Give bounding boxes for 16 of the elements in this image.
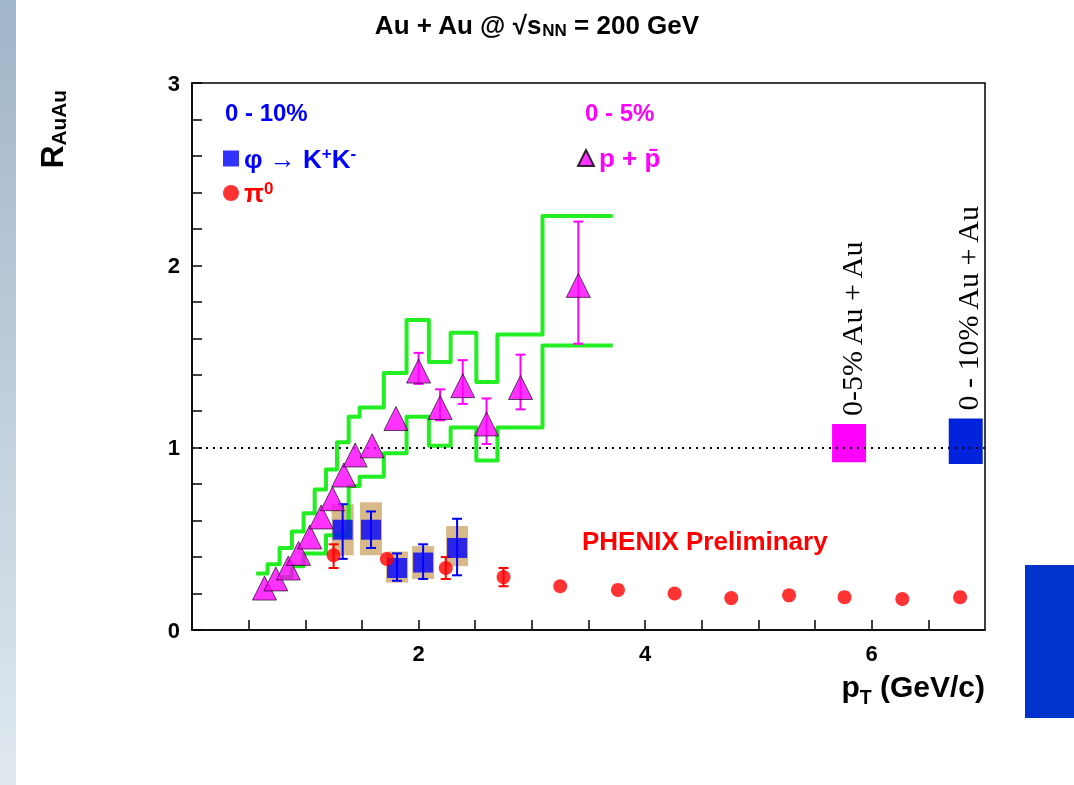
chart-title: Au + Au @ √sNN = 200 GeV (374, 10, 700, 40)
y-tick-label: 2 (167, 252, 180, 278)
x-tick-label: 2 (412, 640, 425, 666)
annotation: 0 - 5% (585, 98, 655, 126)
legend-label: p + p̄ (599, 143, 661, 173)
legend-label: φ → K+K- (244, 143, 357, 174)
y-tick-label: 1 (167, 435, 180, 461)
annotation: 0 - 10% (225, 98, 308, 126)
y-tick-label: 0 (167, 617, 180, 643)
annotation: 0-5% Au + Au (834, 241, 868, 416)
x-tick-label: 4 (639, 640, 653, 666)
x-tick-label: 6 (865, 640, 878, 666)
annotation: 0 - 10% Au + Au (951, 206, 985, 411)
y-tick-label: 3 (167, 70, 180, 96)
x-axis-title: p$_{T}$ (GeV/c) (841, 670, 985, 708)
annotation: PHENIX Preliminary (582, 526, 829, 556)
